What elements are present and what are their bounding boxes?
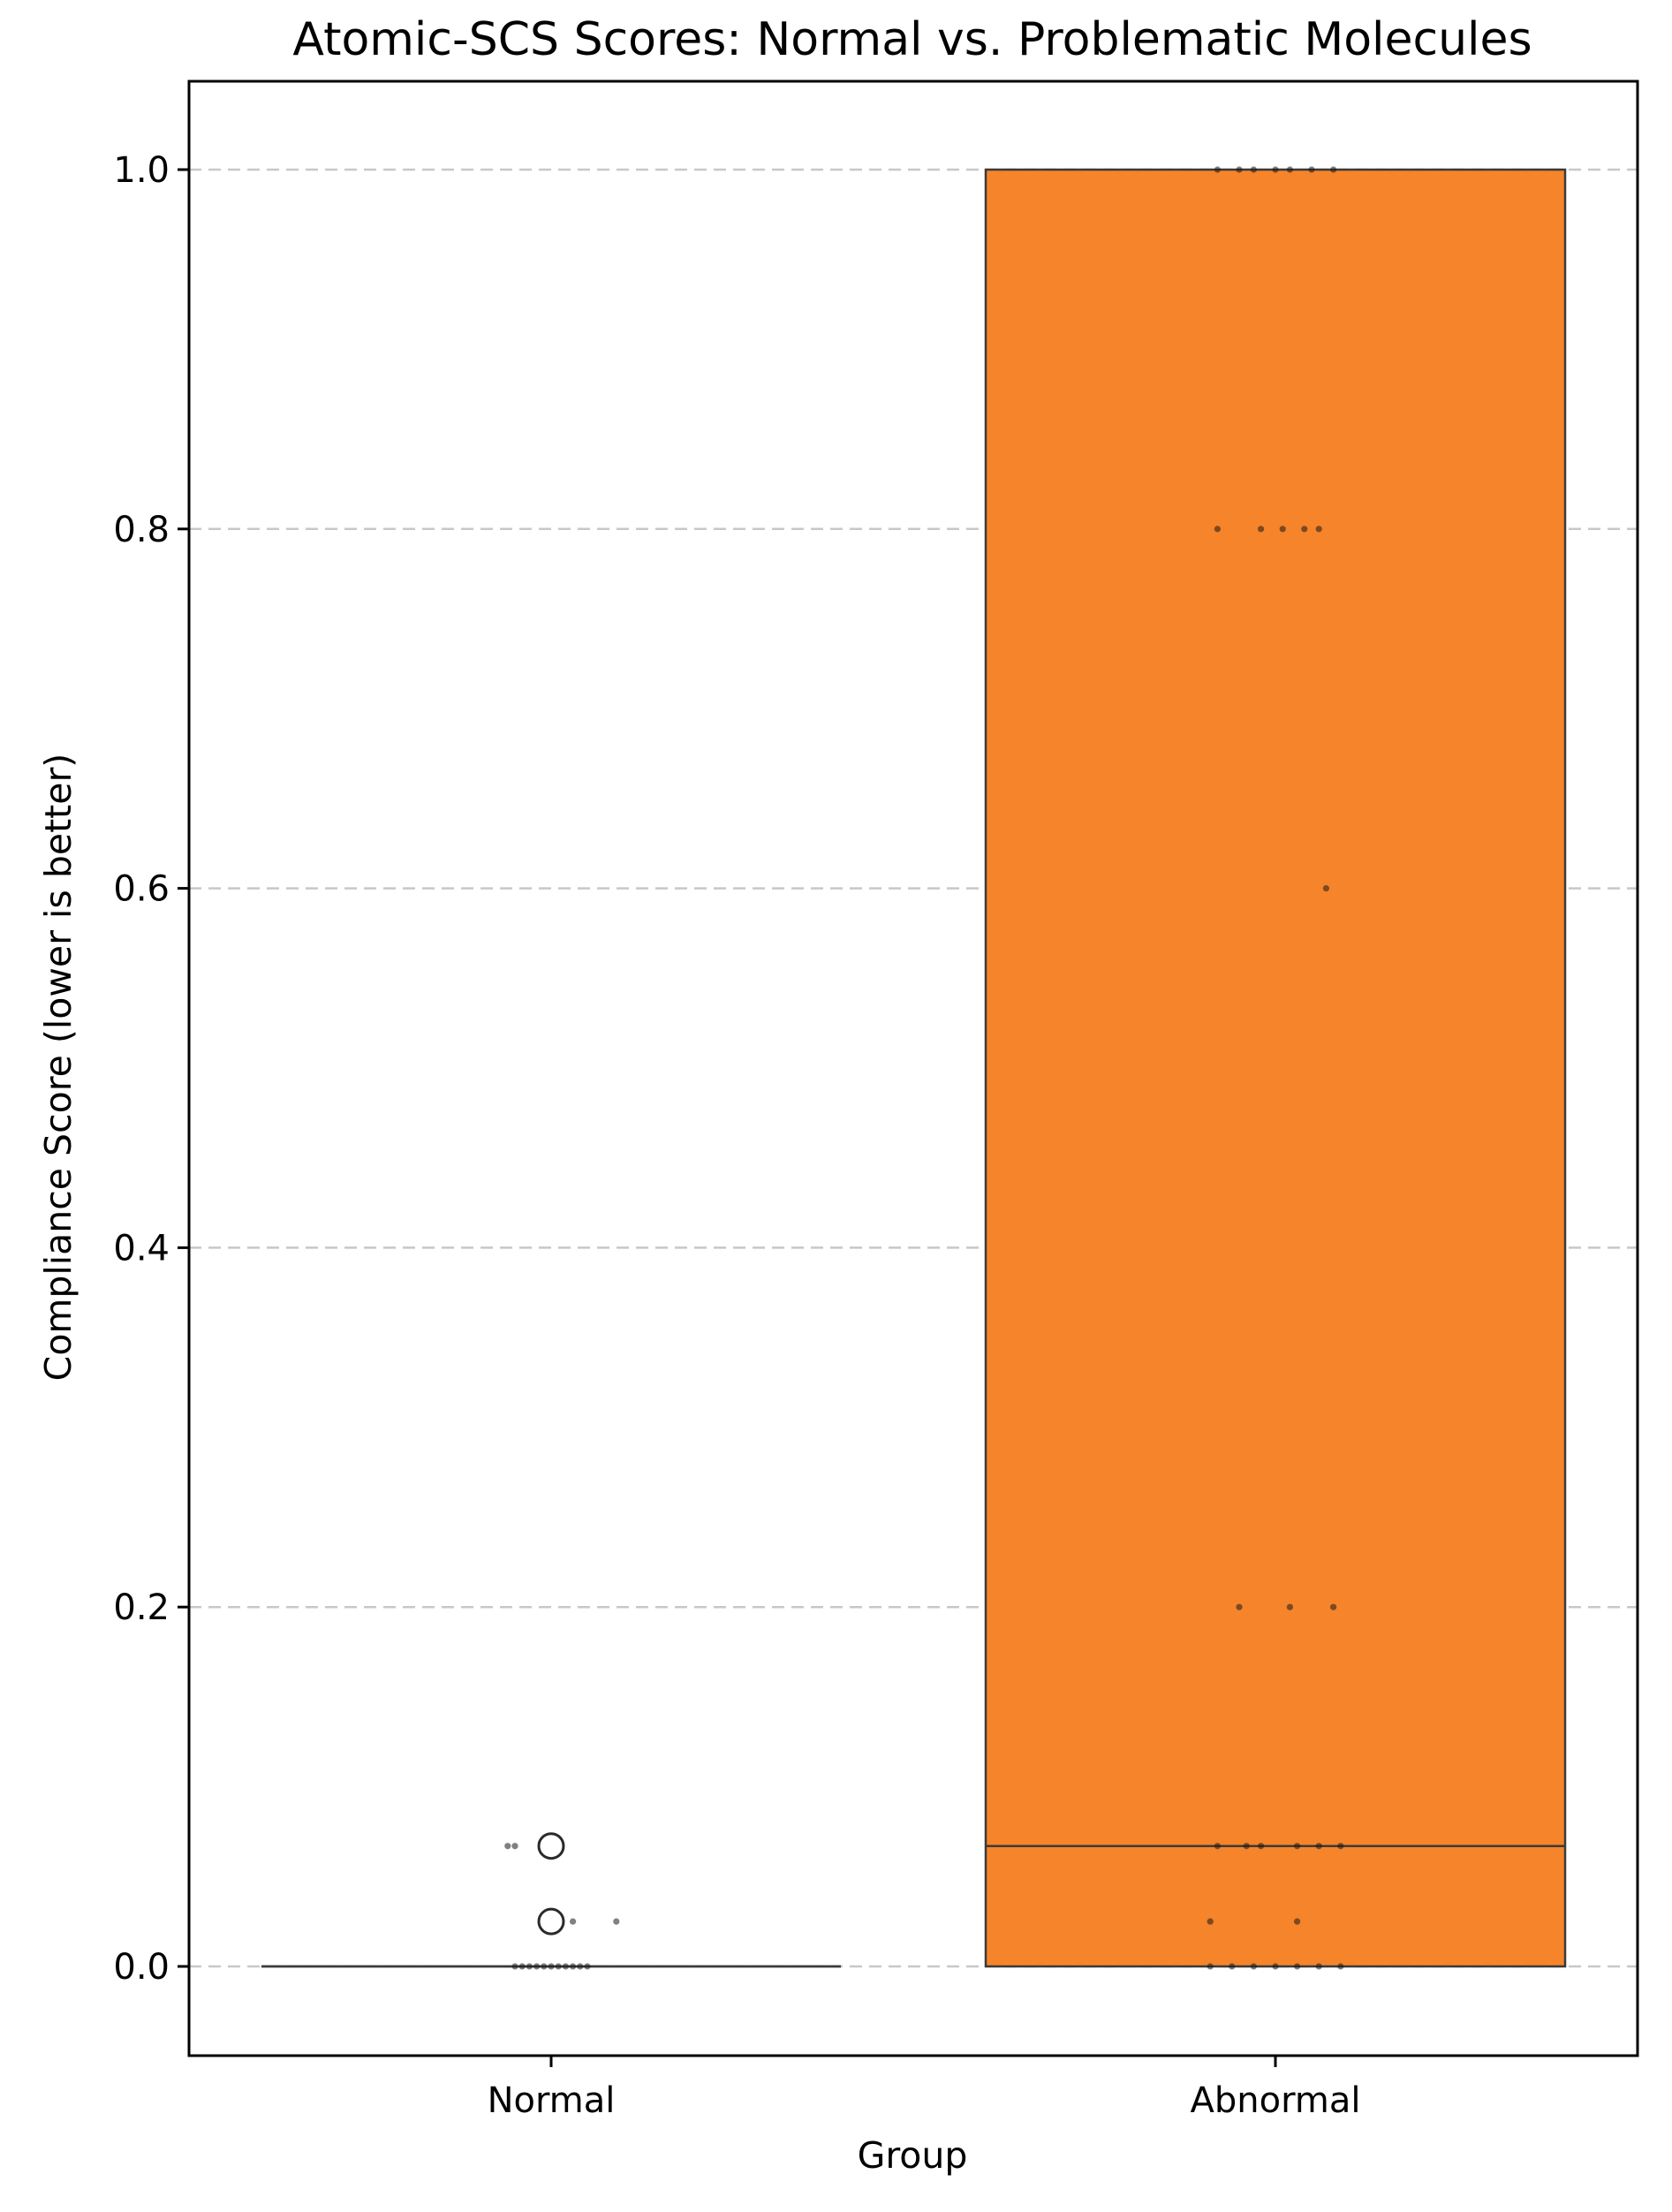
y-tick-label: 1.0 [113, 150, 170, 191]
data-point [1258, 1843, 1265, 1850]
data-point [613, 1918, 620, 1925]
data-point [1337, 1963, 1344, 1970]
data-point [1214, 1843, 1221, 1850]
data-point [1229, 1963, 1236, 1970]
data-point [1272, 166, 1279, 173]
data-point [1250, 1963, 1257, 1970]
data-point [518, 1963, 526, 1970]
data-point [1301, 526, 1308, 533]
data-point [1236, 1603, 1243, 1610]
data-point [1279, 526, 1286, 533]
data-point [1294, 1918, 1301, 1925]
data-point [1308, 166, 1315, 173]
data-point [1330, 1603, 1337, 1610]
data-point [1214, 526, 1221, 533]
outlier-marker [537, 1907, 565, 1936]
data-point [1294, 1843, 1301, 1850]
data-point [548, 1963, 555, 1970]
y-tick-label: 0.0 [113, 1947, 170, 1988]
y-tick-label: 0.2 [113, 1587, 170, 1628]
data-point [504, 1843, 511, 1850]
x-tick-label: Normal [488, 2080, 616, 2121]
data-point [1286, 166, 1293, 173]
data-point [1207, 1963, 1214, 1970]
data-point [1207, 1918, 1214, 1925]
data-point [1286, 1603, 1293, 1610]
data-point [541, 1963, 548, 1970]
data-point [1322, 885, 1329, 892]
x-tick-label: Abnormal [1191, 2080, 1361, 2121]
data-point [511, 1843, 518, 1850]
y-tick-label: 0.4 [113, 1228, 170, 1269]
chart-title: Atomic-SCS Scores: Normal vs. Problemati… [292, 13, 1532, 66]
data-point [1315, 1963, 1322, 1970]
y-tick-label: 0.8 [113, 510, 170, 550]
data-point [555, 1963, 562, 1970]
box-body [984, 168, 1567, 1968]
box-series [261, 168, 1567, 1968]
data-point [1214, 166, 1221, 173]
data-point [1315, 526, 1322, 533]
scatter-points [504, 166, 1344, 1970]
y-axis-label: Compliance Score (lower is better) [37, 754, 79, 1382]
data-point [1258, 526, 1265, 533]
y-axis: 0.0 0.2 0.4 0.6 0.8 1.0 [113, 150, 189, 1988]
data-point [570, 1918, 577, 1925]
x-axis-label: Group [858, 2134, 968, 2177]
data-point [1272, 1963, 1279, 1970]
data-point [1236, 166, 1243, 173]
data-point [1294, 1963, 1301, 1970]
data-point [570, 1963, 577, 1970]
data-point [1315, 1843, 1322, 1850]
data-point [1243, 1843, 1250, 1850]
data-point [584, 1963, 591, 1970]
data-point [577, 1963, 584, 1970]
data-point [1250, 166, 1257, 173]
data-point [562, 1963, 570, 1970]
outlier-marker [537, 1832, 565, 1860]
data-point [533, 1963, 541, 1970]
data-point [1337, 1843, 1344, 1850]
y-tick-label: 0.6 [113, 869, 170, 910]
plot-area-frame [187, 80, 1639, 2057]
data-point [526, 1963, 533, 1970]
x-axis: Normal Abnormal [488, 2056, 1361, 2121]
data-point [1330, 166, 1337, 173]
data-point [511, 1963, 518, 1970]
